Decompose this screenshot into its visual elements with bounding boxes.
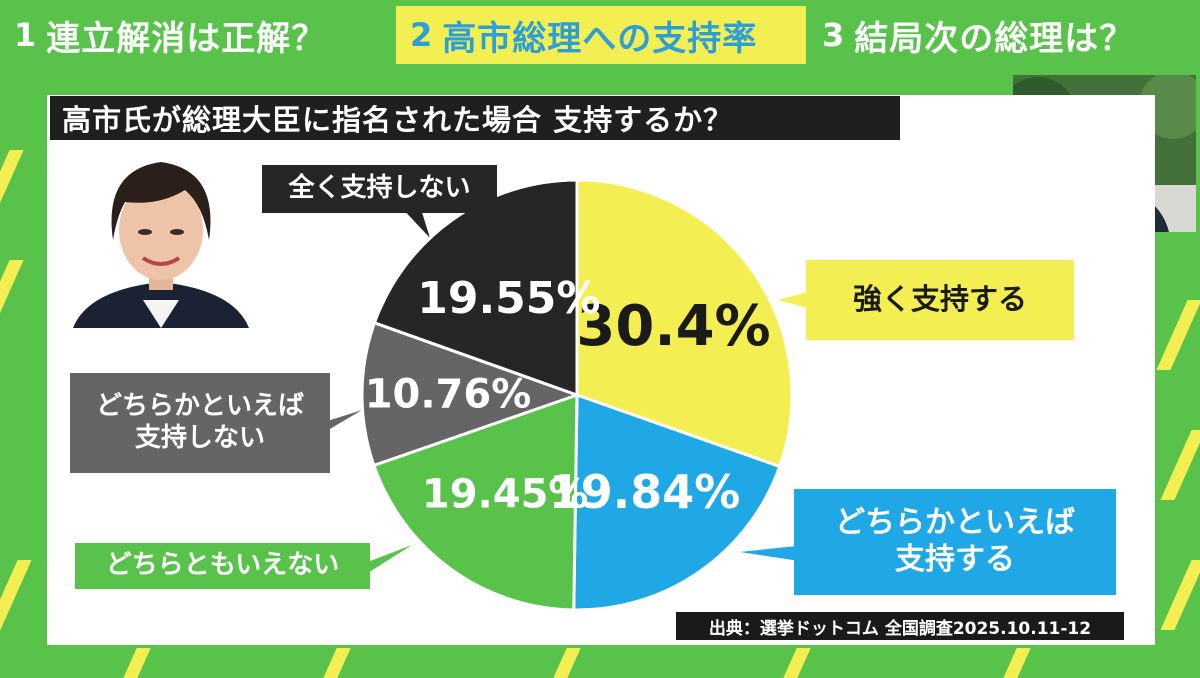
pie-slice-somewhat-support [572,392,782,612]
pie-value-strong-support: 30.4% [576,294,770,359]
label-pointer-neutral [360,545,412,578]
pie-value-somewhat-support: 19.84% [549,465,741,519]
pie-value-not-support-at-all: 19.55% [417,273,600,324]
source-note: 出典：選挙ドットコム 全国調査2025.10.11-12 [676,612,1124,640]
takaichi-portrait [73,150,249,328]
label-pointer-somewhat-support [740,545,806,562]
tab-number: 2 [410,16,433,54]
legend-label-not-support-at-all: 全く支持しない [262,165,497,213]
label-pointer-not-support-at-all [400,206,430,238]
tab-label: 連立解消は正解？ [46,18,327,59]
tab-label: 高市総理への支持率 [442,18,758,59]
pie-slices [360,178,794,612]
tab-number: 3 [822,16,845,54]
legend-label-somewhat-not-support: どちらかといえば 支持しない [70,373,330,473]
legend-label-somewhat-support: どちらかといえば 支持する [794,489,1116,595]
label-pointer-strong-support [778,292,808,308]
pie-value-neutral: 19.45% [422,471,589,517]
tab-topic-1: 1 連立解消は正解？ [0,6,392,64]
tab-topic-3: 3 結局次の総理は？ [808,6,1200,64]
chart-title: 高市氏が総理大臣に指名された場合 支持するか？ [50,96,900,140]
pie-slice-somewhat-not-support [360,320,582,468]
topic-tabs: 1 連立解消は正解？ 2 高市総理への支持率 3 結局次の総理は？ [0,0,1200,74]
pie-slice-not-support-at-all [372,178,579,398]
tab-topic-2-active: 2 高市総理への支持率 [396,6,806,64]
legend-label-neutral: どちらともいえない [75,543,370,589]
pie-value-labels: 30.4% 19.84%19.45% 10.76% 19.55% [365,273,771,519]
pie-value-somewhat-not-support: 10.76% [365,371,532,417]
tab-label: 結局次の総理は？ [854,18,1135,59]
legend-label-strong-support: 強く支持する [806,260,1074,340]
pie-slice-strong-support [575,178,794,469]
tab-number: 1 [14,16,37,54]
